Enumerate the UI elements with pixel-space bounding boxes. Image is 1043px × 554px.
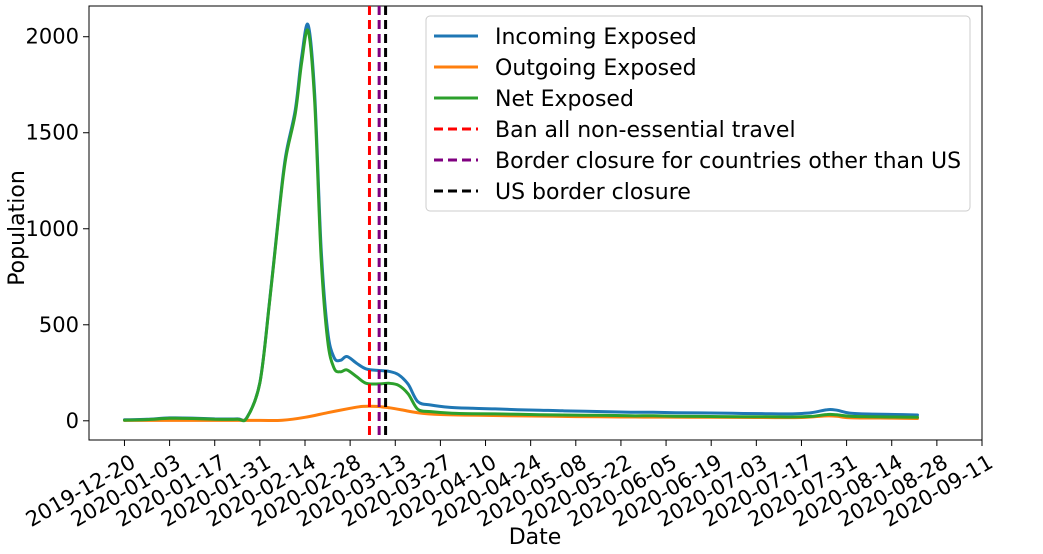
x-axis-label: Date — [509, 525, 562, 550]
legend-label-border-closure-for-countries-other-than-us: Border closure for countries other than … — [495, 149, 961, 174]
vline-layer — [367, 6, 388, 440]
legend-label-us-border-closure: US border closure — [495, 180, 691, 205]
y-tick-label: 2000 — [26, 25, 79, 49]
legend: Incoming Exposed Outgoing Exposed Net Expo… — [425, 15, 971, 212]
y-tick-label: 1500 — [26, 121, 79, 145]
legend-label-incoming-exposed: Incoming Exposed — [495, 25, 697, 50]
y-tick-label: 0 — [66, 409, 79, 433]
legend-label-outgoing-exposed: Outgoing Exposed — [495, 56, 697, 81]
y-tick-label: 500 — [39, 313, 79, 337]
series-line-net-exposed — [123, 28, 919, 423]
series-layer — [123, 22, 919, 423]
legend-box — [425, 15, 971, 212]
y-axis: 0 500 1000 1500 2000 — [26, 25, 89, 433]
y-tick-label: 1000 — [26, 217, 79, 241]
legend-label-net-exposed: Net Exposed — [495, 87, 634, 112]
y-axis-label: Population — [5, 170, 30, 286]
x-axis: 2019-12-202020-01-032020-01-172020-01-31… — [22, 440, 997, 532]
legend-label-ban-all-non-essential-travel: Ban all non-essential travel — [495, 118, 796, 143]
